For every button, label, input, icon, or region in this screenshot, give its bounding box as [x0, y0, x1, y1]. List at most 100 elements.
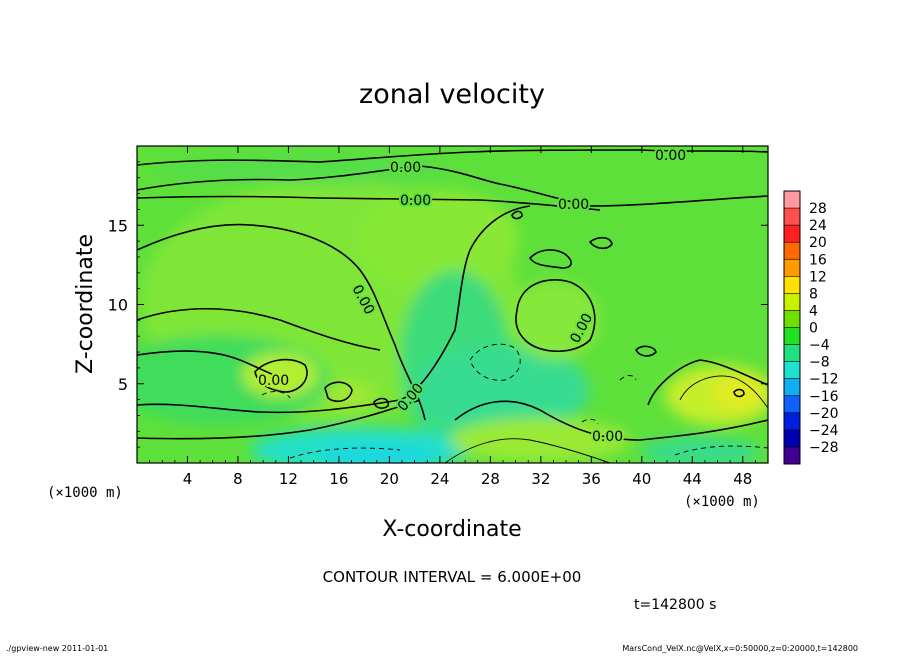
contour-line	[137, 195, 601, 211]
field-blob	[510, 280, 600, 360]
y-tick-label: 15	[108, 216, 128, 235]
field-blob	[360, 190, 520, 290]
colorbar-label: 16	[809, 252, 827, 268]
contour-line	[511, 210, 523, 220]
contour-line	[137, 350, 291, 381]
contour-line	[515, 279, 596, 352]
contour-interval: CONTOUR INTERVAL = 6.000E+00	[323, 568, 582, 586]
x-tick-label: 32	[531, 470, 550, 488]
colorbar-segment	[784, 344, 800, 363]
contour-line	[647, 359, 768, 406]
x-tick-label: 12	[279, 470, 298, 488]
contour-line	[137, 308, 381, 351]
footer-program: ./gpview-new 2011-01-01	[6, 644, 108, 653]
x-axis: 4 8 12 16 20 24 28 32 36 40 44 48	[149, 146, 756, 488]
colorbar-segment	[784, 429, 800, 448]
colorbar-segment	[784, 208, 800, 226]
colorbar-label: −12	[809, 372, 839, 388]
x-tick-label: 44	[683, 470, 702, 488]
y-axis: 5 10 15	[108, 161, 768, 448]
contour-line	[324, 381, 353, 403]
x-tick-label: 8	[233, 470, 243, 488]
field-blob	[150, 155, 450, 185]
contour-line	[529, 249, 572, 269]
colorbar-segment	[784, 327, 800, 346]
contour-line	[261, 391, 291, 399]
contour-label: 0.00	[390, 160, 421, 176]
x-tick-label: 28	[481, 470, 500, 488]
colorbar-segment	[784, 225, 800, 243]
field-blob	[640, 437, 760, 463]
colorbar-segment	[784, 446, 800, 465]
contour-line	[674, 445, 768, 456]
colorbar-segment	[784, 276, 800, 294]
colorbar-label: −16	[809, 389, 839, 405]
y-tick-label: 5	[118, 375, 128, 394]
contour-line	[254, 358, 308, 393]
colorbar-label: −20	[809, 406, 839, 422]
colorbar-segment	[784, 242, 800, 260]
contour-line	[444, 438, 611, 463]
field-blob	[713, 378, 763, 408]
colorbar-segment	[784, 310, 800, 328]
y-tick-label: 10	[108, 296, 128, 315]
colorbar-label: −8	[809, 355, 830, 371]
contour-label: 0.00	[655, 148, 686, 164]
colorbar-segment	[784, 259, 800, 277]
time-label: t=142800 s	[634, 597, 716, 613]
contour-line	[589, 236, 613, 250]
chart-title: zonal velocity	[359, 79, 545, 110]
colorbar-label: 4	[809, 303, 818, 319]
y-axis-label: Z-coordinate	[73, 234, 98, 374]
contour-lines-thin	[444, 375, 768, 463]
field-blob	[450, 418, 630, 462]
colorbar-label: −24	[809, 423, 839, 439]
contour-line	[619, 375, 637, 381]
contour-label: 0.00	[258, 373, 289, 389]
x-unit-right: (×1000 m)	[684, 494, 760, 510]
colorbar-label: −4	[809, 338, 830, 354]
contour-line	[137, 205, 531, 414]
contour-label: 0.00	[592, 429, 623, 445]
contour-label: 0.00	[558, 197, 589, 213]
contour-line	[733, 388, 745, 398]
contour-line	[137, 149, 768, 166]
colorbar-label: 28	[809, 201, 827, 217]
x-tick-label: 48	[733, 470, 752, 488]
colorbar-segment	[784, 395, 800, 414]
x-tick-label: 24	[430, 470, 449, 488]
contour-line	[679, 375, 768, 409]
field-blob	[242, 353, 318, 397]
x-unit-left: (×1000 m)	[47, 485, 123, 501]
contour-label: 0.00	[400, 193, 431, 209]
colorbar-segment	[784, 412, 800, 431]
colorbar-segment	[784, 361, 800, 380]
contour-line	[137, 399, 421, 440]
field-blob	[320, 444, 440, 463]
colorbar-label: 12	[809, 269, 827, 285]
colorbar-segment	[784, 378, 800, 397]
colorbar-segment	[784, 191, 800, 209]
contour-line	[454, 400, 768, 441]
colorbar-label: −28	[809, 440, 839, 456]
contour-line	[581, 418, 599, 425]
x-tick-label: 16	[329, 470, 348, 488]
colorbar-label: 8	[809, 286, 818, 302]
contour-line	[373, 397, 390, 409]
plot-area: 0.00 0.00 0.00 0.00 0.00 0.00 0.00 0.00 …	[137, 146, 768, 463]
contour-line	[289, 447, 401, 459]
contour-lines	[137, 149, 768, 441]
x-tick-label: 4	[183, 470, 193, 488]
contour-line	[137, 165, 768, 207]
x-tick-label: 20	[380, 470, 399, 488]
x-tick-label: 36	[582, 470, 601, 488]
contour-line	[137, 223, 426, 421]
colorbar-label: 0	[809, 321, 818, 337]
x-axis-label: X-coordinate	[382, 517, 521, 542]
colorbar-segment	[784, 293, 800, 311]
footer-source: MarsCond_VelX.nc@VelX,x=0:50000,z=0:2000…	[622, 644, 858, 653]
contour-lines-negative	[261, 343, 768, 459]
x-tick-label: 40	[632, 470, 651, 488]
